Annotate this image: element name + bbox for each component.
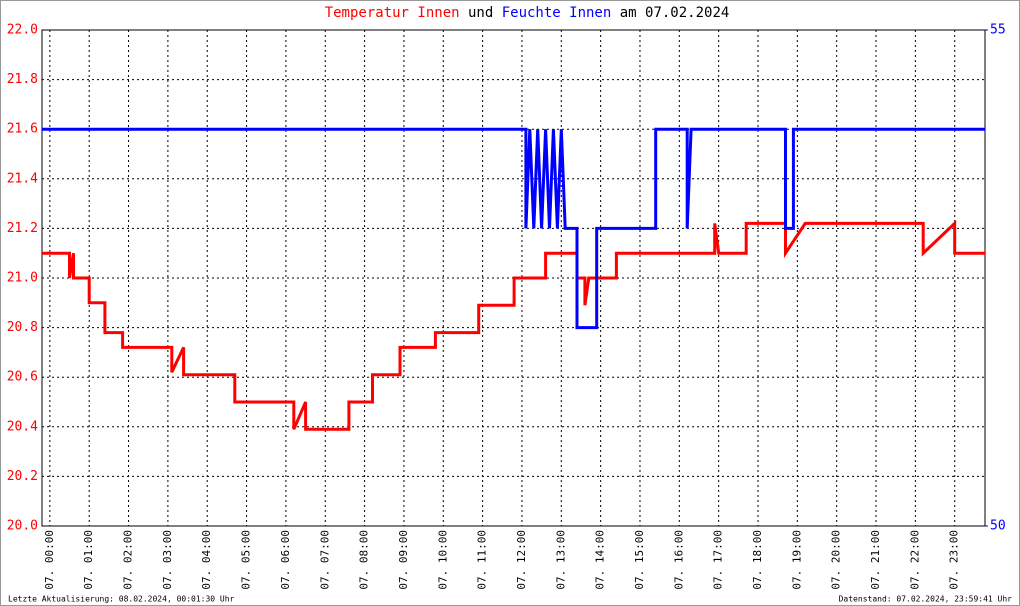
- chart-title: Temperatur Innen und Feuchte Innen am 07…: [325, 5, 730, 21]
- y-tick-label: 21.0: [7, 271, 38, 286]
- series-line: [42, 219, 985, 431]
- x-tick-label: 07. 14:00: [594, 530, 607, 590]
- x-tick-label: 07. 10:00: [436, 530, 449, 590]
- y-tick-label: 20.8: [7, 320, 38, 335]
- x-tick-label: 07. 02:00: [122, 530, 135, 590]
- x-tick-label: 07. 17:00: [712, 530, 725, 590]
- x-tick-label: 07. 05:00: [240, 530, 253, 590]
- y2-tick-label: 55: [990, 23, 1006, 38]
- y-tick-label: 20.4: [7, 419, 38, 434]
- y-tick-label: 21.6: [7, 122, 38, 137]
- y-tick-label: 21.4: [7, 171, 38, 186]
- y-tick-label: 21.2: [7, 221, 38, 236]
- footer-left: Letzte Aktualisierung: 08.02.2024, 00:01…: [8, 595, 235, 604]
- x-tick-label: 07. 00:00: [43, 530, 56, 590]
- x-tick-label: 07. 09:00: [397, 530, 410, 590]
- y-tick-label: 20.0: [7, 519, 38, 534]
- x-tick-label: 07. 06:00: [279, 530, 292, 590]
- x-tick-label: 07. 12:00: [515, 530, 528, 590]
- title-join: und: [468, 5, 493, 21]
- y-tick-label: 21.8: [7, 72, 38, 87]
- x-tick-label: 07. 15:00: [633, 530, 646, 590]
- y-tick-label: 22.0: [7, 23, 38, 38]
- x-tick-label: 07. 22:00: [908, 530, 921, 590]
- x-tick-label: 07. 03:00: [161, 530, 174, 590]
- title-series-1: Temperatur Innen: [325, 5, 460, 21]
- x-tick-label: 07. 16:00: [672, 530, 685, 590]
- y-tick-label: 20.6: [7, 370, 38, 385]
- x-tick-label: 07. 04:00: [200, 530, 213, 590]
- plot-border: [41, 29, 986, 527]
- x-tick-label: 07. 01:00: [82, 530, 95, 590]
- x-tick-label: 07. 20:00: [830, 530, 843, 590]
- title-series-2: Feuchte Innen: [502, 5, 612, 21]
- x-tick-label: 07. 21:00: [869, 530, 882, 590]
- x-tick-label: 07. 11:00: [476, 530, 489, 590]
- title-tail: am 07.02.2024: [620, 5, 730, 21]
- y-tick-label: 20.2: [7, 469, 38, 484]
- x-tick-label: 07. 18:00: [751, 530, 764, 590]
- x-tick-label: 07. 07:00: [318, 530, 331, 590]
- series-line: [42, 127, 985, 330]
- x-tick-label: 07. 13:00: [554, 530, 567, 590]
- x-tick-label: 07. 08:00: [358, 530, 371, 590]
- footer-right: Datenstand: 07.02.2024, 23:59:41 Uhr: [839, 595, 1013, 604]
- x-tick-label: 07. 19:00: [790, 530, 803, 590]
- x-tick-label: 07. 23:00: [948, 530, 961, 590]
- y2-tick-label: 50: [990, 519, 1006, 534]
